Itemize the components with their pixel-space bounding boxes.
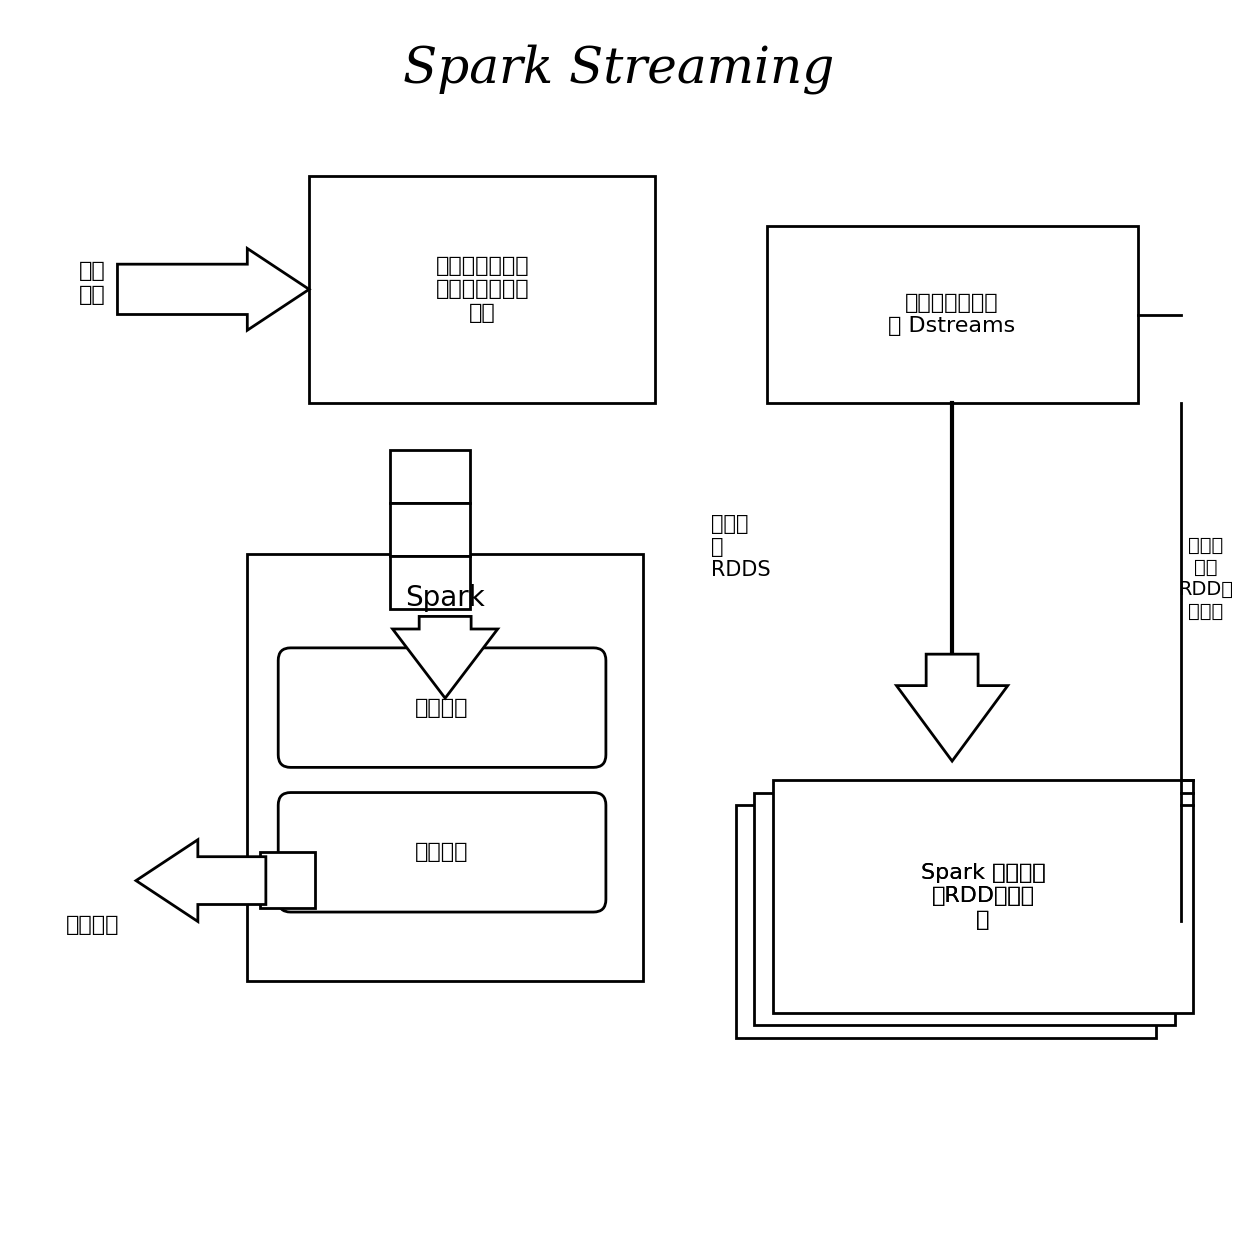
Polygon shape bbox=[136, 840, 265, 921]
FancyBboxPatch shape bbox=[278, 648, 606, 767]
Text: Spark 批处理执
行RDD行动操
作: Spark 批处理执 行RDD行动操 作 bbox=[921, 863, 1045, 930]
Text: 批量结果: 批量结果 bbox=[66, 915, 119, 935]
Bar bbox=[389, 450, 470, 503]
FancyBboxPatch shape bbox=[754, 793, 1174, 1025]
FancyBboxPatch shape bbox=[773, 780, 1193, 1013]
Text: 实时
数据: 实时 数据 bbox=[79, 262, 107, 304]
Bar bbox=[389, 503, 470, 556]
FancyBboxPatch shape bbox=[309, 176, 656, 403]
FancyBboxPatch shape bbox=[735, 805, 1156, 1038]
Text: Spark 批处理执
行RDD行动操
作: Spark 批处理执 行RDD行动操 作 bbox=[921, 863, 1045, 930]
Text: 连续数据源处理
为 Dstreams: 连续数据源处理 为 Dstreams bbox=[889, 293, 1016, 336]
Text: Spark Streaming: Spark Streaming bbox=[403, 44, 833, 94]
FancyBboxPatch shape bbox=[247, 554, 644, 981]
Text: 多个连
续
RDDS: 多个连 续 RDDS bbox=[711, 515, 770, 580]
Bar bbox=[259, 852, 315, 908]
FancyBboxPatch shape bbox=[766, 226, 1137, 403]
Polygon shape bbox=[118, 249, 309, 330]
Text: 批处理
执行
RDD转
换操作: 批处理 执行 RDD转 换操作 bbox=[1178, 536, 1233, 621]
Bar bbox=[389, 556, 470, 609]
Polygon shape bbox=[897, 654, 1008, 761]
Text: 任务管理: 任务管理 bbox=[415, 698, 469, 717]
Text: Spark: Spark bbox=[405, 584, 485, 611]
FancyBboxPatch shape bbox=[278, 793, 606, 912]
Polygon shape bbox=[393, 616, 497, 698]
Text: 将流处理转化为
时间片数据的批
处理: 将流处理转化为 时间片数据的批 处理 bbox=[435, 257, 529, 322]
Text: 内存管理: 内存管理 bbox=[415, 843, 469, 862]
